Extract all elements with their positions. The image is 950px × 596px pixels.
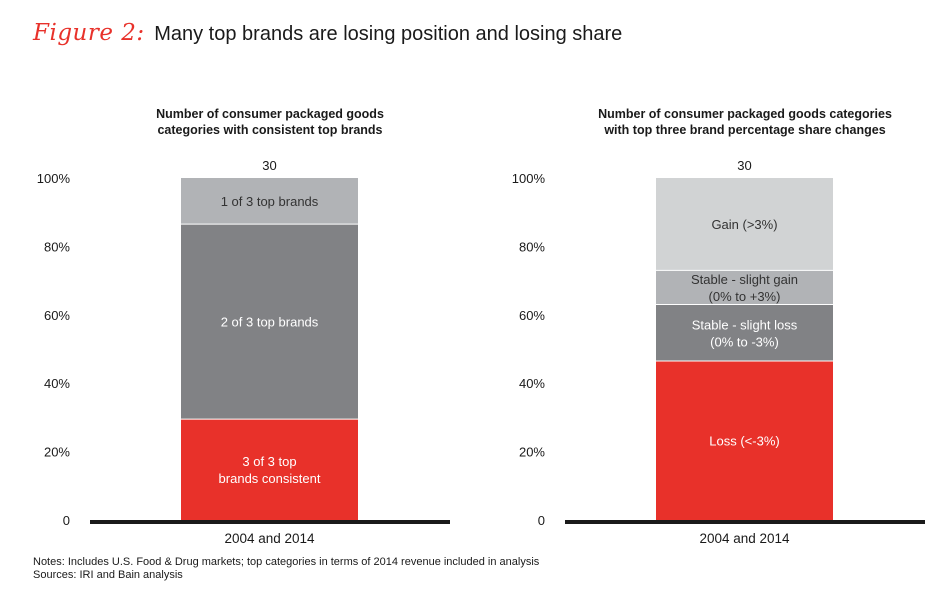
x-category-label: 2004 and 2014 — [699, 531, 790, 546]
x-axis-baseline — [565, 520, 925, 524]
y-tick-label: 40% — [519, 376, 545, 391]
notes-text: Notes: Includes U.S. Food & Drug markets… — [33, 556, 540, 568]
figure-heading: Many top brands are losing position and … — [154, 23, 623, 45]
y-tick-label: 60% — [519, 308, 545, 323]
notes: Notes: Includes U.S. Food & Drug markets… — [33, 556, 539, 582]
y-tick-label: 100% — [37, 171, 71, 186]
right-chart: Number of consumer packaged goods catego… — [512, 107, 925, 546]
bar-total-label: 30 — [737, 158, 751, 173]
bar-segment — [656, 178, 833, 271]
left-chart: Number of consumer packaged goods categor… — [37, 107, 450, 546]
segment-label: Gain (>3%) — [711, 217, 777, 232]
y-tick-label: 80% — [519, 239, 545, 254]
y-tick-label: 40% — [44, 376, 70, 391]
chart-title-line: Number of consumer packaged goods — [156, 107, 384, 121]
y-tick-label: 100% — [512, 171, 546, 186]
bar-total-label: 30 — [262, 158, 276, 173]
segment-label: Stable - slight gain — [691, 272, 798, 287]
y-tick-label: 20% — [44, 445, 70, 460]
chart-title-line: with top three brand percentage share ch… — [603, 123, 885, 137]
chart-title-line: categories with consistent top brands — [157, 123, 382, 137]
segment-label: 1 of 3 top brands — [221, 194, 319, 209]
segment-label: 3 of 3 top — [242, 454, 296, 469]
x-axis-baseline — [90, 520, 450, 524]
x-category-label: 2004 and 2014 — [224, 531, 315, 546]
y-tick-label: 20% — [519, 445, 545, 460]
segment-label: Loss (<-3%) — [709, 433, 779, 448]
segment-label: Stable - slight loss — [692, 317, 798, 332]
bar-segment — [656, 360, 833, 520]
bar-segment — [181, 178, 358, 225]
bar-segment — [181, 224, 358, 420]
sources-text: Sources: IRI and Bain analysis — [33, 569, 183, 581]
y-tick-label: 60% — [44, 308, 70, 323]
figure-title: Figure 2: Many top brands are losing pos… — [33, 20, 622, 46]
segment-label: (0% to -3%) — [710, 334, 779, 349]
bar-segment — [181, 419, 358, 520]
y-tick-label: 0 — [63, 513, 70, 528]
figure-label: Figure 2: — [33, 20, 145, 46]
bar-segment — [656, 304, 833, 361]
charts-canvas: Number of consumer packaged goods categor… — [37, 107, 925, 546]
segment-label: (0% to +3%) — [709, 289, 781, 304]
bar-segment — [656, 270, 833, 305]
segment-label: brands consistent — [219, 471, 321, 486]
chart-title-line: Number of consumer packaged goods catego… — [598, 107, 892, 121]
y-tick-label: 0 — [538, 513, 545, 528]
y-tick-label: 80% — [44, 239, 70, 254]
segment-label: 2 of 3 top brands — [221, 315, 319, 330]
